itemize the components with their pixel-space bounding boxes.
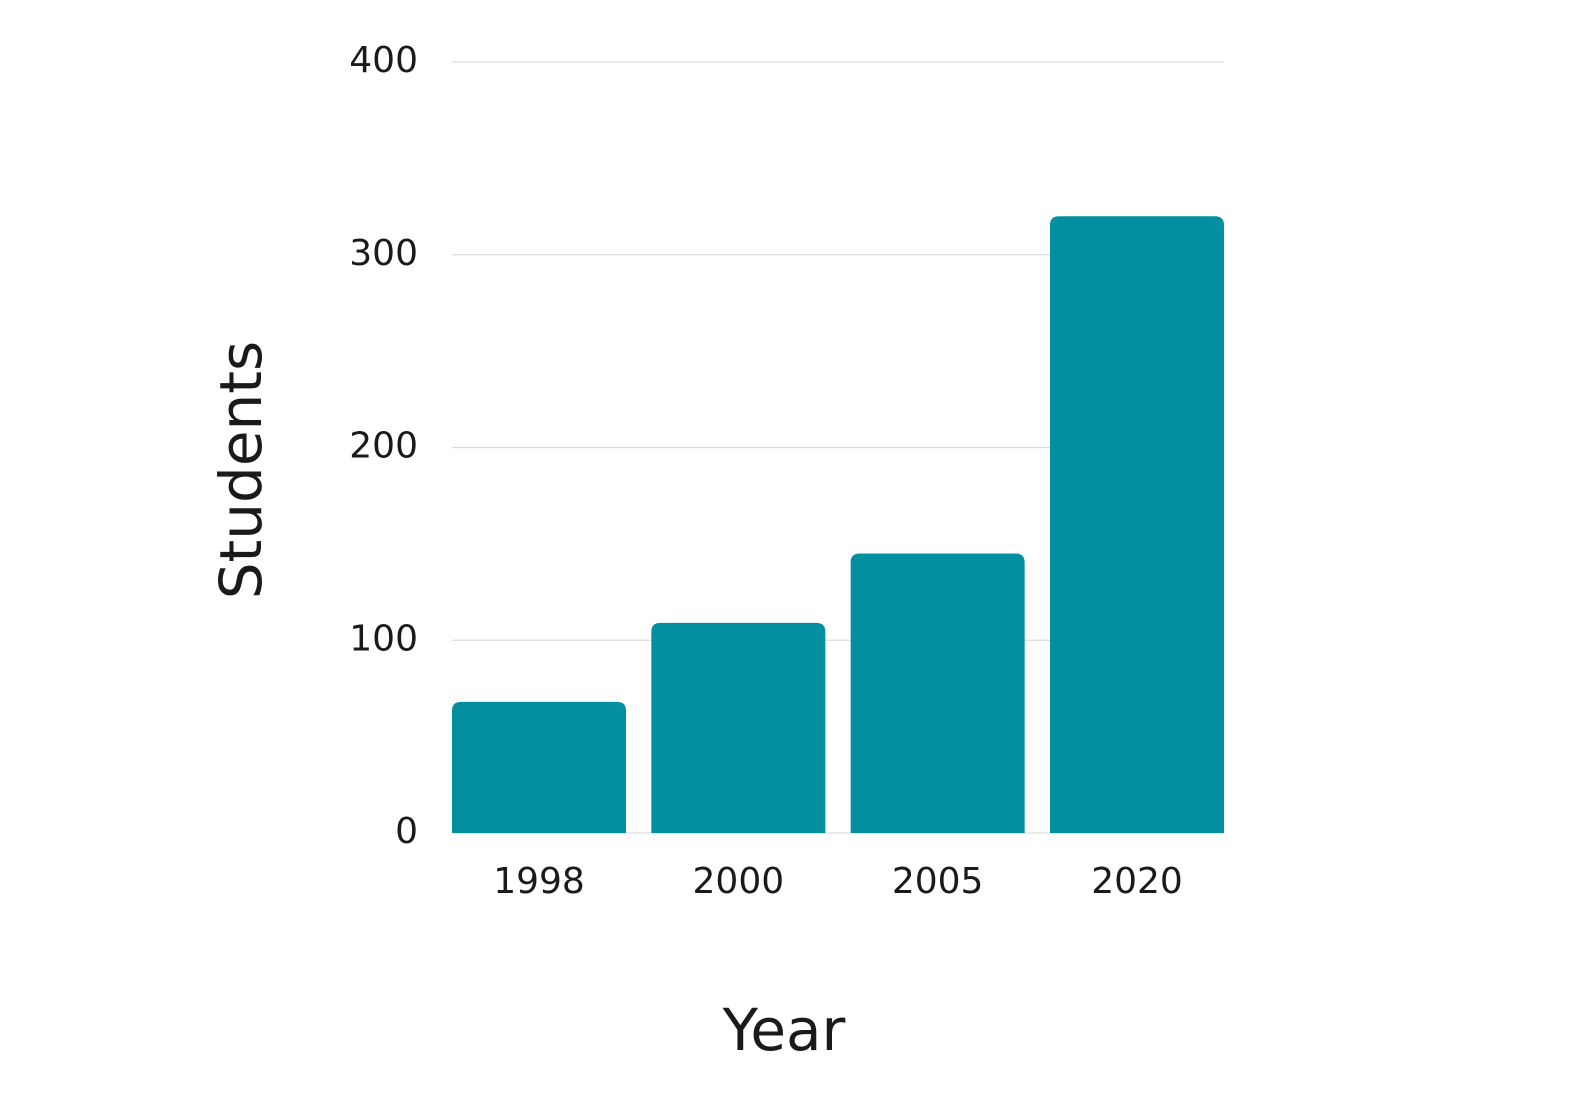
bar bbox=[850, 553, 1025, 833]
bar bbox=[1050, 216, 1224, 833]
bar bbox=[452, 701, 626, 833]
y-tick-label: 200 bbox=[349, 426, 418, 467]
y-tick-label: 0 bbox=[395, 811, 418, 852]
x-tick-label: 2020 bbox=[1091, 861, 1183, 902]
bar bbox=[651, 622, 826, 833]
x-tick-label: 2005 bbox=[892, 861, 984, 902]
y-tick-label: 100 bbox=[349, 618, 418, 659]
x-tick-label: 1998 bbox=[493, 861, 585, 902]
y-tick-label: 300 bbox=[349, 233, 418, 274]
x-axis-title: Year bbox=[722, 996, 846, 1064]
x-tick-label: 2000 bbox=[693, 861, 785, 902]
y-axis-title: Students bbox=[207, 341, 275, 600]
y-tick-label: 400 bbox=[349, 40, 418, 81]
